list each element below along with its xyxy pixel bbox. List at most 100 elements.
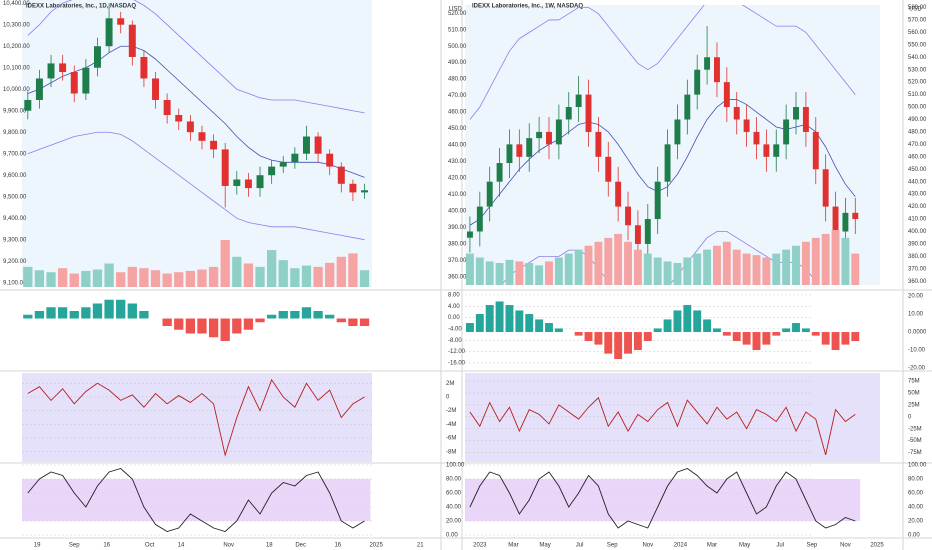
y-tick-label: -4.00 — [448, 327, 462, 333]
y-tick-label: 420.00 — [448, 176, 467, 182]
histogram-bar — [208, 318, 219, 338]
volume-bar — [811, 237, 820, 285]
volume-bar — [663, 261, 672, 285]
y-tick-label: 9,300.00 — [3, 237, 27, 243]
volume-bar — [495, 263, 504, 285]
candle-body — [302, 136, 310, 154]
y-tick-label: 10,400.00 — [3, 1, 30, 7]
candle-body — [349, 183, 357, 193]
volume-bar — [34, 270, 45, 287]
y-tick-label: 10.00 — [908, 312, 924, 318]
y-tick-label: 20.00 — [908, 294, 924, 300]
x-tick-label: 16 — [103, 543, 110, 549]
histogram-bar — [624, 332, 632, 354]
histogram-bar — [713, 328, 721, 333]
histogram-bar — [255, 318, 265, 323]
histogram-bar — [325, 314, 335, 319]
series-line — [469, 467, 856, 529]
volume-bar — [174, 272, 184, 287]
candle-body — [832, 206, 839, 232]
y-tick-label: -4M — [446, 422, 456, 428]
candle-body — [256, 175, 264, 189]
y-tick-label: 470.00 — [448, 93, 467, 99]
candle-body — [822, 169, 829, 207]
volume-bar — [624, 241, 632, 285]
x-tick-label: Nov — [223, 543, 234, 549]
histogram-bar — [515, 310, 524, 333]
histogram-bar — [359, 318, 370, 326]
candle-body — [140, 56, 148, 79]
y-tick-label: 80.00 — [908, 477, 924, 483]
candle-body — [575, 94, 582, 108]
candle-body — [70, 72, 78, 94]
candle-body — [733, 107, 740, 120]
x-tick-label: Mar — [508, 543, 518, 549]
candle-body — [812, 131, 819, 170]
candle-body — [210, 140, 218, 150]
histogram-bar — [162, 318, 172, 326]
series-line — [27, 378, 365, 457]
y-tick-label: 570.00 — [908, 18, 927, 24]
y-tick-label: 100.00 — [908, 463, 927, 469]
candle-body — [802, 107, 809, 132]
y-tick-label: 560.00 — [908, 30, 927, 36]
y-tick-label: 0 — [908, 414, 912, 420]
histogram-bar — [851, 332, 860, 342]
histogram-bar — [266, 314, 277, 319]
volume-bar — [604, 237, 613, 285]
x-tick-label: Oct — [145, 543, 155, 549]
candle-body — [684, 94, 691, 120]
volume-bar — [643, 253, 652, 285]
histogram-bar — [139, 311, 149, 319]
histogram-bar — [465, 323, 474, 333]
candle-body — [595, 131, 602, 157]
volume-bar — [127, 266, 137, 287]
volume-bar — [732, 249, 741, 285]
y-tick-label: -10.00 — [908, 348, 926, 354]
x-tick-label: May — [539, 543, 550, 549]
candle-body — [24, 99, 32, 111]
histogram-bar — [57, 307, 68, 319]
currency-right: USD — [909, 7, 922, 13]
band-line — [27, 131, 365, 241]
histogram-bar — [220, 318, 230, 341]
histogram-bar — [185, 318, 196, 334]
candle-body — [279, 162, 287, 167]
x-tick-label: May — [739, 543, 750, 549]
y-tick-label: 10,100.00 — [3, 65, 30, 71]
volume-bar — [703, 249, 712, 285]
volume-bar — [116, 272, 126, 287]
band-line — [469, 5, 856, 120]
candle-body — [314, 136, 322, 154]
histogram-bar — [554, 328, 563, 333]
left-price-bg — [22, 0, 372, 287]
histogram-bar — [801, 328, 810, 333]
volume-bar — [792, 245, 800, 285]
y-tick-label: 360.00 — [448, 274, 467, 280]
y-tick-label: -6M — [446, 436, 456, 442]
volume-bar — [104, 263, 114, 287]
volume-bar — [150, 270, 161, 287]
volume-bar — [325, 262, 335, 287]
y-tick-label: -50M — [908, 438, 922, 444]
x-tick-label: Mar — [707, 543, 717, 549]
y-tick-label: 10,200.00 — [3, 44, 30, 50]
volume-bar — [301, 265, 312, 287]
y-tick-label: 25M — [908, 402, 920, 408]
x-tick-label: Nov — [840, 543, 851, 549]
volume-bar — [653, 257, 662, 285]
y-tick-label: 9,400.00 — [3, 216, 27, 222]
band-line — [469, 99, 856, 226]
y-tick-label: 550.00 — [908, 42, 927, 48]
y-tick-label: 20.00 — [446, 519, 462, 525]
candle-body — [233, 179, 241, 186]
histogram-bar — [643, 332, 652, 342]
candle-body — [714, 57, 720, 83]
histogram-bar — [313, 311, 323, 319]
candle-body — [476, 206, 483, 232]
y-tick-label: 450.00 — [448, 126, 467, 132]
y-tick-label: 450.00 — [908, 167, 927, 173]
volume-bar — [232, 256, 242, 287]
y-tick-label: 60.00 — [446, 491, 462, 497]
